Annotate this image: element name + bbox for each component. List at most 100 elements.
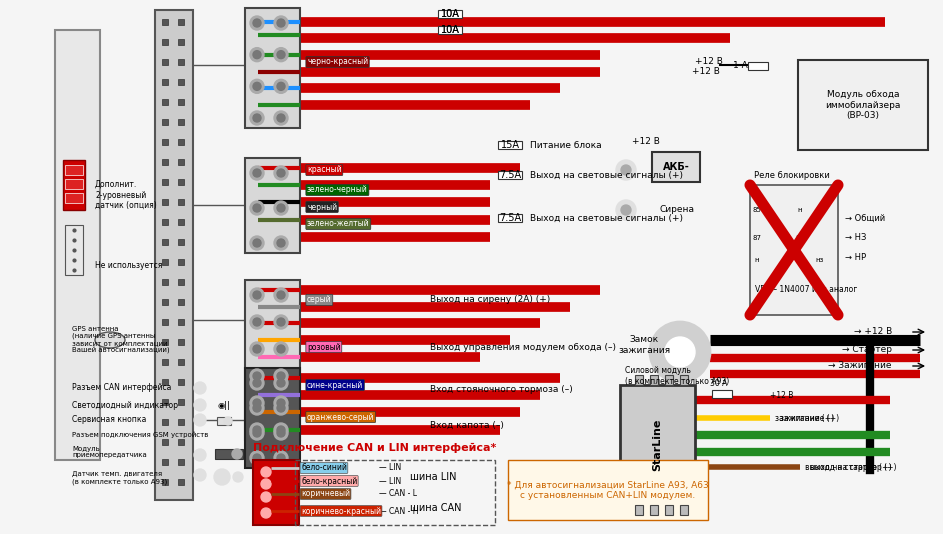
- Circle shape: [250, 48, 264, 61]
- Bar: [295, 460, 495, 525]
- Bar: [65, 193, 83, 203]
- Text: 85: 85: [753, 207, 761, 213]
- Circle shape: [250, 16, 264, 30]
- Text: выход на стартер (+): выход на стартер (+): [805, 462, 891, 472]
- Bar: [55, 30, 100, 460]
- Text: → Стартер: → Стартер: [842, 345, 892, 355]
- Circle shape: [277, 19, 285, 27]
- Text: шина LIN: шина LIN: [410, 472, 456, 482]
- Text: зелено-желтый: зелено-желтый: [307, 219, 370, 229]
- Circle shape: [194, 399, 206, 411]
- Circle shape: [250, 236, 264, 250]
- Circle shape: [253, 114, 261, 122]
- Text: Силовой модуль
(в комплекте только А93): Силовой модуль (в комплекте только А93): [625, 366, 729, 386]
- Bar: [508, 460, 708, 520]
- Circle shape: [274, 111, 288, 125]
- Text: Дополнит.
2-уровневый
датчик (опция): Дополнит. 2-уровневый датчик (опция): [95, 180, 157, 210]
- Text: 10A: 10A: [440, 25, 459, 35]
- Bar: [665, 375, 673, 385]
- Text: — LIN: — LIN: [379, 464, 402, 473]
- Bar: [63, 160, 85, 210]
- Circle shape: [253, 345, 261, 353]
- Bar: [665, 505, 673, 515]
- Circle shape: [194, 414, 206, 426]
- Text: GPS антенна
(наличие GPS антенны
зависит от комплектации
Вашей автосигнализации): GPS антенна (наличие GPS антенны зависит…: [72, 326, 170, 354]
- Text: 10A: 10A: [440, 9, 459, 19]
- Circle shape: [274, 236, 288, 250]
- Ellipse shape: [95, 332, 125, 348]
- Circle shape: [277, 291, 285, 299]
- Text: 87: 87: [753, 235, 762, 241]
- Circle shape: [253, 454, 261, 462]
- Text: 10A: 10A: [440, 9, 459, 19]
- Bar: [65, 165, 83, 175]
- Text: 86: 86: [796, 235, 804, 241]
- Circle shape: [277, 379, 285, 387]
- Bar: [438, 10, 462, 18]
- Circle shape: [250, 288, 264, 302]
- Text: ◉||: ◉||: [218, 400, 231, 410]
- Text: Выход управления модулем обхода (–): Выход управления модулем обхода (–): [430, 342, 616, 351]
- Circle shape: [253, 318, 261, 326]
- Text: Выход на сирену (2A) (+): Выход на сирену (2A) (+): [430, 295, 551, 304]
- Circle shape: [277, 372, 285, 380]
- Circle shape: [253, 372, 261, 380]
- Text: +12 В: +12 В: [695, 58, 723, 67]
- Circle shape: [277, 318, 285, 326]
- Circle shape: [253, 399, 261, 407]
- Circle shape: [277, 426, 285, 434]
- Circle shape: [253, 426, 261, 434]
- Text: розовый: розовый: [307, 342, 340, 351]
- Circle shape: [250, 342, 264, 356]
- Bar: [65, 225, 83, 275]
- Circle shape: [194, 449, 206, 461]
- Circle shape: [194, 469, 206, 481]
- Text: +12 В: +12 В: [632, 137, 660, 146]
- Circle shape: [214, 469, 230, 485]
- Bar: [65, 179, 83, 189]
- Circle shape: [250, 315, 264, 329]
- Circle shape: [250, 166, 264, 180]
- Circle shape: [250, 401, 264, 415]
- Text: н: н: [754, 257, 759, 263]
- Text: * Для автосигнализации StarLine А93, А63
с установленным CAN+LIN модулем.: * Для автосигнализации StarLine А93, А63…: [507, 480, 709, 500]
- Text: Светодиодный индикатор: Светодиодный индикатор: [72, 400, 178, 410]
- Text: 30 А: 30 А: [710, 379, 727, 388]
- Text: 7.5A: 7.5A: [499, 170, 521, 180]
- Text: +12 В: +12 В: [770, 390, 793, 399]
- Bar: [245, 8, 300, 128]
- Circle shape: [277, 82, 285, 90]
- Circle shape: [253, 51, 261, 59]
- Circle shape: [274, 80, 288, 93]
- Bar: [215, 449, 243, 459]
- Circle shape: [224, 417, 232, 425]
- Circle shape: [274, 201, 288, 215]
- Text: Вход капота (–): Вход капота (–): [430, 420, 504, 429]
- Text: → НЗ: → НЗ: [845, 233, 867, 242]
- Text: шина CAN: шина CAN: [410, 503, 461, 513]
- Circle shape: [253, 404, 261, 412]
- Text: коричнево-красный: коричнево-красный: [301, 507, 381, 515]
- Circle shape: [253, 82, 261, 90]
- Text: +12 В: +12 В: [692, 67, 720, 76]
- Circle shape: [277, 429, 285, 437]
- Circle shape: [621, 205, 631, 215]
- Circle shape: [274, 48, 288, 61]
- Circle shape: [277, 114, 285, 122]
- Circle shape: [250, 111, 264, 125]
- Bar: [635, 505, 643, 515]
- Circle shape: [274, 401, 288, 415]
- Circle shape: [261, 467, 271, 477]
- Text: Сервисная кнопка: Сервисная кнопка: [72, 415, 146, 425]
- Bar: [680, 505, 688, 515]
- Circle shape: [277, 404, 285, 412]
- Circle shape: [274, 396, 288, 410]
- Circle shape: [274, 426, 288, 440]
- Bar: [650, 505, 658, 515]
- Circle shape: [277, 345, 285, 353]
- Text: Подключение CAN и LIN интерфейса*: Подключение CAN и LIN интерфейса*: [253, 443, 496, 453]
- Text: бело-красный: бело-красный: [301, 476, 357, 485]
- Text: зажигание (+): зажигание (+): [775, 413, 835, 422]
- Bar: [498, 141, 522, 149]
- Circle shape: [250, 423, 264, 437]
